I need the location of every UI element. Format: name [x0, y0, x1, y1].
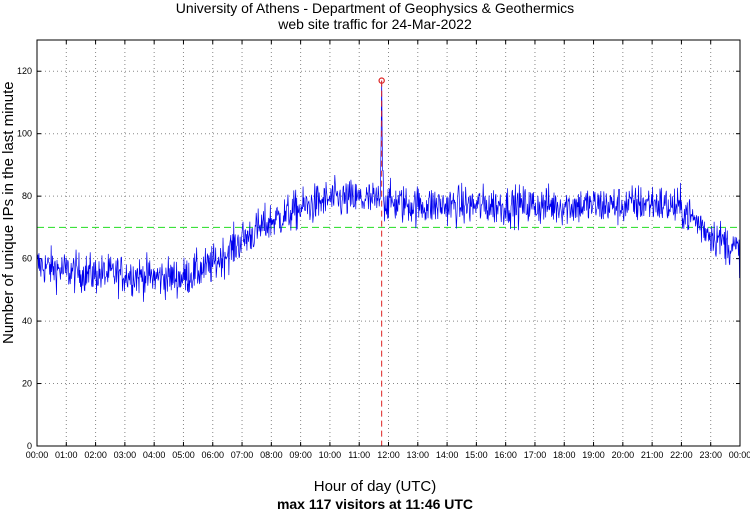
y-tick-label: 100 [17, 129, 32, 139]
x-tick-label: 15:00 [465, 450, 488, 460]
x-tick-label: 00:00 [729, 450, 750, 460]
x-tick-label: 00:00 [26, 450, 49, 460]
x-tick-label: 06:00 [201, 450, 224, 460]
max-point [378, 77, 385, 84]
x-tick-label: 12:00 [377, 450, 400, 460]
y-tick-label: 20 [22, 379, 32, 389]
y-tick-label: 80 [22, 191, 32, 201]
y-tick-label: 40 [22, 316, 32, 326]
chart-title: University of Athens - Department of Geo… [175, 0, 575, 16]
x-tick-label: 19:00 [582, 450, 605, 460]
x-tick-label: 17:00 [524, 450, 547, 460]
plot-frame [36, 39, 741, 447]
x-tick-label: 14:00 [436, 450, 459, 460]
x-tick-label: 18:00 [553, 450, 576, 460]
x-tick-label: 11:00 [348, 450, 370, 460]
x-tick-label: 08:00 [260, 450, 283, 460]
max-summary: max 117 visitors at 11:46 UTC [276, 496, 474, 512]
y-tick-label: 60 [22, 254, 32, 264]
x-tick-label: 01:00 [55, 450, 78, 460]
x-tick-label: 16:00 [494, 450, 517, 460]
x-tick-label: 07:00 [231, 450, 254, 460]
x-tick-label: 22:00 [670, 450, 693, 460]
x-tick-label: 05:00 [172, 450, 195, 460]
x-tick-label: 03:00 [114, 450, 137, 460]
x-tick-label: 09:00 [289, 450, 312, 460]
x-tick-label: 13:00 [407, 450, 430, 460]
y-tick-label: 120 [17, 66, 32, 76]
series-line [36, 80, 740, 302]
chart-subtitle: web site traffic for 24-Mar-2022 [278, 16, 472, 32]
x-axis-label: Hour of day (UTC) [313, 478, 437, 495]
x-tick-label: 21:00 [641, 450, 664, 460]
x-tick-label: 20:00 [612, 450, 635, 460]
x-tick-label: 23:00 [699, 450, 722, 460]
x-tick-label: 02:00 [84, 450, 107, 460]
x-tick-label: 10:00 [319, 450, 342, 460]
x-tick-label: 04:00 [143, 450, 166, 460]
y-tick-label: 0 [27, 441, 32, 451]
